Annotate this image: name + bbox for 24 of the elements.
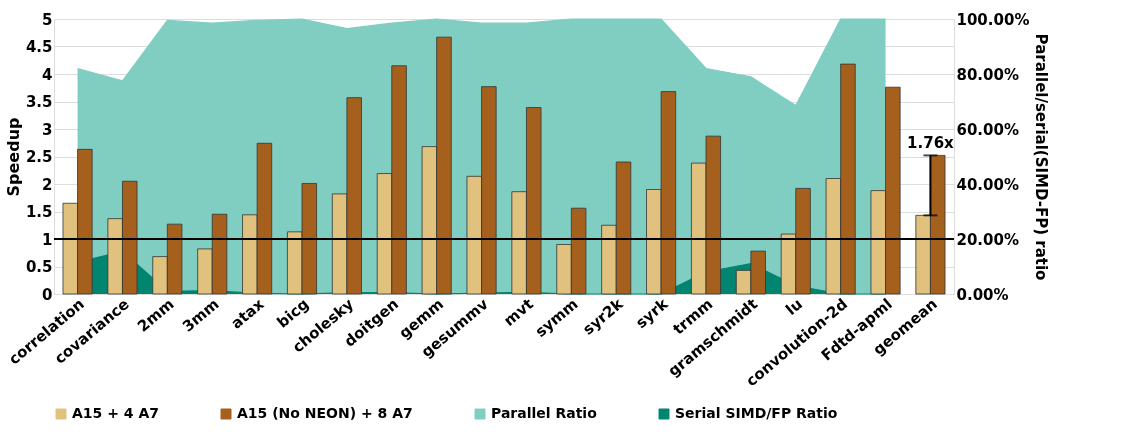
y2-tick-label: 40.00% bbox=[956, 175, 1019, 194]
y-tick-label: 4 bbox=[42, 65, 53, 84]
y-tick-label: 0.5 bbox=[25, 258, 53, 276]
y2-tick-label: 60.00% bbox=[956, 120, 1019, 139]
y2-tick-label: 100.00% bbox=[956, 10, 1030, 29]
annotation: 1.76x bbox=[907, 134, 955, 153]
y-tick-label: 2 bbox=[42, 175, 53, 194]
y2-tick-label: 0.00% bbox=[956, 285, 1009, 304]
legend-label: A15 (No NEON) + 8 A7 bbox=[237, 405, 413, 421]
legend-label: Serial SIMD/FP Ratio bbox=[675, 405, 838, 421]
y2-axis-title: Parallel/serial(SIMD-FP) ratio bbox=[1032, 33, 1051, 281]
y-axis-title: Speedup bbox=[3, 117, 23, 197]
y-tick-label: 1.5 bbox=[25, 203, 53, 221]
y-tick-label: 1 bbox=[42, 230, 53, 249]
y-tick-label: 0 bbox=[42, 285, 53, 304]
y-tick-label: 5 bbox=[42, 10, 53, 29]
y2-tick-label: 20.00% bbox=[956, 230, 1019, 249]
y-tick-label: 4.5 bbox=[25, 38, 53, 56]
y-tick-label: 2.5 bbox=[25, 148, 53, 166]
y-tick-label: 3.5 bbox=[25, 93, 53, 111]
legend-label: A15 + 4 A7 bbox=[72, 405, 159, 421]
legend-label: Parallel Ratio bbox=[491, 405, 598, 421]
y-tick-label: 3 bbox=[42, 120, 53, 139]
y2-tick-label: 80.00% bbox=[956, 65, 1019, 84]
